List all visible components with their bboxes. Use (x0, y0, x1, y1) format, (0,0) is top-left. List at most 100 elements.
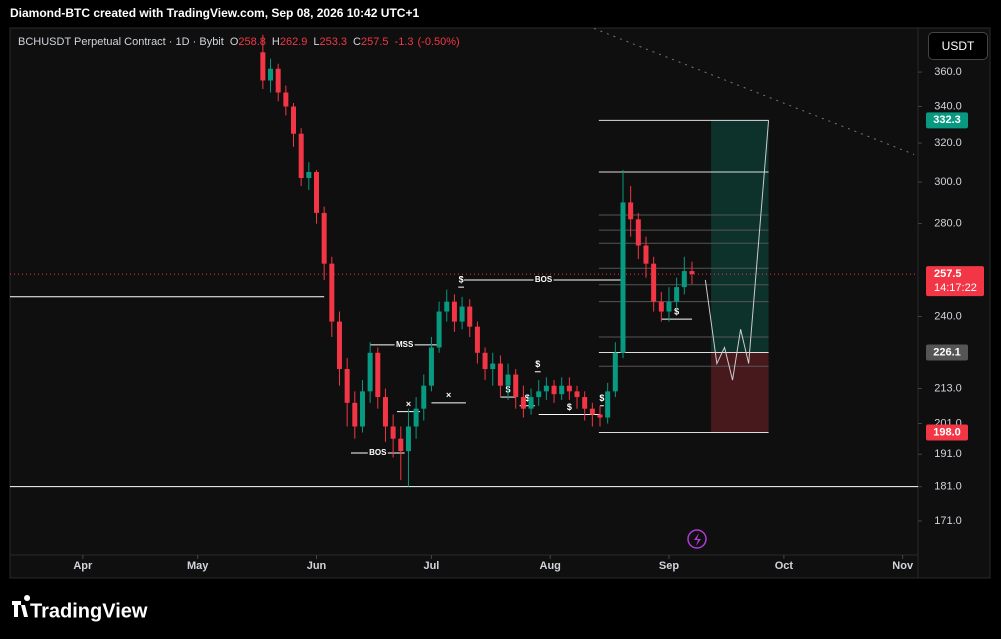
legend: BCHUSDT Perpetual Contract · 1D · Bybit O… (18, 36, 460, 48)
legend-key: C (353, 36, 361, 48)
legend-key: O (230, 36, 239, 48)
stop-label: 198.0 (933, 426, 961, 438)
candle-body (421, 385, 427, 409)
candle-body (674, 287, 680, 302)
candle-body (451, 301, 457, 322)
target-zone (711, 120, 769, 353)
watermark: TradingView (30, 600, 148, 622)
legend-value: 258.8 (238, 36, 266, 48)
structure-label: BOS (369, 448, 387, 457)
trend-line (593, 27, 915, 155)
candle-body (436, 311, 442, 348)
candle-body (367, 352, 373, 392)
candle-body (474, 326, 480, 353)
legend-key: L (313, 36, 319, 48)
marker-label: × (446, 390, 451, 400)
y-tick-label: 240.0 (934, 310, 962, 322)
candle-body (574, 391, 580, 398)
legend-value: 262.9 (280, 36, 308, 48)
legend-change: -1.3 (395, 36, 414, 48)
marker-label: $ (567, 402, 572, 412)
chart-frame (9, 27, 991, 579)
x-tick-label: Nov (892, 560, 914, 572)
candle-body (536, 391, 542, 398)
candle-body (589, 408, 595, 415)
candle-body (459, 306, 465, 322)
candle-body (275, 68, 281, 93)
candle-body (413, 408, 419, 427)
candle-body (620, 202, 626, 353)
marker-label: $ (525, 393, 530, 403)
candle-body (283, 92, 289, 107)
candle-body (628, 202, 634, 220)
x-tick-label: Aug (540, 560, 561, 572)
candle-body (681, 271, 687, 288)
candle-body (543, 385, 549, 392)
currency-button[interactable]: USDT (928, 32, 988, 60)
label-bg (533, 274, 554, 285)
candle-body (559, 385, 565, 395)
candle-body (352, 402, 358, 427)
y-tick-label: 320.0 (934, 137, 962, 149)
y-tick-label: 191.0 (934, 448, 962, 460)
y-tick-label: 280.0 (934, 218, 962, 230)
x-tick-label: Oct (775, 560, 794, 572)
candle-body (467, 306, 473, 327)
stop-label-bg (926, 424, 968, 441)
candle-body (313, 172, 319, 213)
candle-body (597, 414, 603, 418)
legend-text: BCHUSDT Perpetual Contract · 1D · Bybit O… (18, 36, 460, 48)
candle-body (482, 352, 488, 370)
y-tick-label: 300.0 (934, 176, 962, 188)
entry-label: 226.1 (933, 346, 961, 358)
marker-label: $ (599, 393, 604, 403)
candle-body (382, 397, 388, 427)
legend-value: 257.5 (361, 36, 389, 48)
x-tick-label: May (187, 560, 209, 572)
lightning-icon (687, 529, 707, 549)
candle-body (551, 385, 557, 395)
y-tick-label: 360.0 (934, 66, 962, 78)
candle-body (428, 347, 434, 386)
countdown: 14:17:22 (934, 282, 977, 294)
candle-body (582, 397, 588, 409)
marker-label: $ (459, 275, 464, 285)
target-label: 332.3 (933, 114, 961, 126)
candle-body (605, 391, 611, 418)
candle-body (291, 106, 297, 134)
x-tick-label: Jun (307, 560, 327, 572)
stop-zone (711, 352, 769, 433)
y-tick-label: 213.0 (934, 382, 962, 394)
price-label: 257.5 (934, 268, 962, 280)
candle-body (260, 52, 266, 81)
y-tick-label: 181.0 (934, 481, 962, 493)
candle-body (497, 363, 503, 386)
candle-body (268, 68, 274, 81)
target-label-bg (926, 112, 968, 129)
candle-body (359, 391, 365, 427)
x-tick-label: Sep (659, 560, 679, 572)
candle-body (329, 263, 335, 322)
y-tick-label: 340.0 (934, 100, 962, 112)
lightning-bolt (694, 533, 701, 546)
x-tick-label: Jul (423, 560, 439, 572)
logo (12, 595, 31, 617)
candle-body (666, 301, 672, 312)
candle-body (505, 374, 511, 386)
candle-body (398, 438, 404, 452)
marker-label: × (406, 399, 411, 409)
candle-body (375, 352, 381, 398)
candle-body (528, 397, 534, 409)
y-tick-label: 171.0 (934, 515, 962, 527)
candle-body (566, 385, 572, 392)
candle-body (658, 301, 664, 312)
candle-body (444, 301, 450, 312)
candle-body (513, 374, 519, 398)
candle-body (651, 263, 657, 302)
label-bg (394, 339, 415, 350)
candle-body (306, 172, 312, 178)
label-bg (367, 447, 388, 458)
marker-label: $ (674, 306, 679, 316)
